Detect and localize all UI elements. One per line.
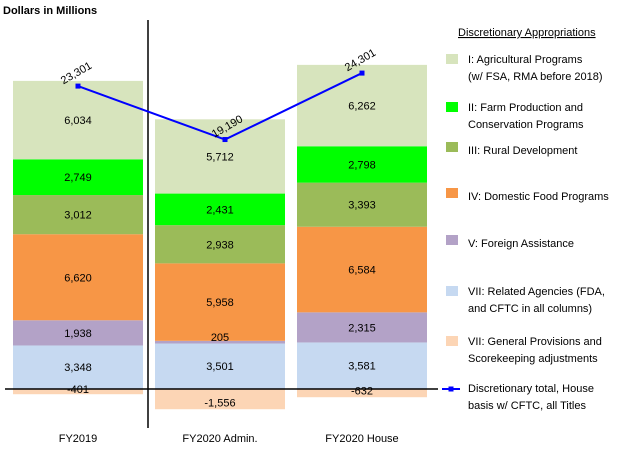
negative-value-label: -632 bbox=[351, 386, 373, 398]
legend-label: VII: General Provisions and bbox=[468, 336, 602, 348]
negative-value-label: -401 bbox=[67, 384, 89, 396]
legend-swatch bbox=[446, 54, 458, 64]
total-marker bbox=[75, 83, 81, 89]
y-axis-label: Dollars in Millions bbox=[3, 5, 97, 17]
legend-swatch bbox=[446, 235, 458, 245]
bar-segment-s2-c1 bbox=[155, 263, 285, 341]
bar-segment-s0-c2 bbox=[297, 342, 427, 389]
bar-segment-s3-c2 bbox=[297, 182, 427, 227]
bar-segment-s2-c2 bbox=[297, 226, 427, 313]
legend-swatch bbox=[446, 336, 458, 346]
legend-label: Discretionary total, House bbox=[468, 383, 594, 395]
bar-segment-s5-c0 bbox=[13, 80, 143, 160]
bar-value-label: 5,712 bbox=[206, 151, 234, 163]
bar-value-label: 3,348 bbox=[64, 362, 92, 374]
bar-value-label: 2,431 bbox=[206, 204, 234, 216]
legend-swatch bbox=[446, 286, 458, 296]
bar-segment-s2-c0 bbox=[13, 234, 143, 321]
bar-value-label: 6,584 bbox=[348, 265, 376, 277]
legend-label: basis w/ CFTC, all Titles bbox=[468, 400, 586, 412]
bar-value-label: 3,012 bbox=[64, 210, 92, 222]
bar-value-label: 6,262 bbox=[348, 101, 376, 113]
legend-label: V: Foreign Assistance bbox=[468, 238, 574, 250]
bar-value-label: 2,749 bbox=[64, 172, 92, 184]
negative-bar-segment-c0 bbox=[13, 389, 143, 395]
bar-segment-s3-c0 bbox=[13, 195, 143, 235]
bar-segment-s3-c1 bbox=[155, 225, 285, 264]
bar-segment-s0-c1 bbox=[155, 343, 285, 389]
bar-value-label: 2,938 bbox=[206, 239, 234, 251]
category-label: FY2020 House bbox=[325, 433, 398, 445]
bar-value-label: 6,034 bbox=[64, 115, 92, 127]
bar-segment-s4-c0 bbox=[13, 159, 143, 196]
bar-value-label: 2,315 bbox=[348, 322, 376, 334]
legend-label: IV: Domestic Food Programs bbox=[468, 191, 609, 203]
bar-value-label: 3,501 bbox=[206, 361, 234, 373]
bar-value-label: 2,798 bbox=[348, 159, 376, 171]
category-label: FY2020 Admin. bbox=[182, 433, 257, 445]
negative-bar-segment-c2 bbox=[297, 389, 427, 398]
bar-segment-s4-c1 bbox=[155, 193, 285, 226]
legend-label: III: Rural Development bbox=[468, 145, 577, 157]
legend-swatch bbox=[446, 102, 458, 112]
bar-value-label: 3,581 bbox=[348, 361, 376, 373]
bar-value-label: 205 bbox=[211, 332, 229, 344]
bar-value-label: 6,620 bbox=[64, 272, 92, 284]
bar-value-label: 1,938 bbox=[64, 328, 92, 340]
legend-title: Discretionary Appropriations bbox=[458, 27, 596, 39]
legend-marker-swatch bbox=[448, 386, 454, 392]
legend-label: II: Farm Production and bbox=[468, 102, 583, 114]
legend-swatch bbox=[446, 142, 458, 152]
bar-value-label: 3,393 bbox=[348, 200, 376, 212]
bars-layer bbox=[13, 64, 427, 410]
total-marker bbox=[359, 70, 365, 76]
bar-segment-s5-c1 bbox=[155, 119, 285, 194]
bar-segment-s1-c0 bbox=[13, 320, 143, 346]
bar-segment-s5-c2 bbox=[297, 64, 427, 147]
category-labels: FY2019 FY2020 Admin. FY2020 House bbox=[59, 433, 399, 445]
legend-label: I: Agricultural Programs bbox=[468, 54, 583, 66]
category-label: FY2019 bbox=[59, 433, 98, 445]
negative-bar-segment-c1 bbox=[155, 389, 285, 410]
negative-value-label: -1,556 bbox=[204, 398, 235, 410]
legend-label: and CFTC in all columns) bbox=[468, 303, 592, 315]
legend: Discretionary Appropriations I: Agricult… bbox=[442, 27, 609, 412]
legend-label: Scorekeeping adjustments bbox=[468, 353, 598, 365]
legend-label: Conservation Programs bbox=[468, 119, 584, 131]
legend-label: (w/ FSA, RMA before 2018) bbox=[468, 71, 603, 83]
legend-swatch bbox=[446, 188, 458, 198]
bar-segment-s1-c1 bbox=[155, 340, 285, 344]
bar-value-label: 5,958 bbox=[206, 297, 234, 309]
bar-segment-s1-c2 bbox=[297, 312, 427, 343]
bar-segment-s4-c2 bbox=[297, 146, 427, 183]
legend-label: VII: Related Agencies (FDA, bbox=[468, 286, 605, 298]
bar-segment-s0-c0 bbox=[13, 345, 143, 389]
total-marker bbox=[222, 137, 228, 143]
